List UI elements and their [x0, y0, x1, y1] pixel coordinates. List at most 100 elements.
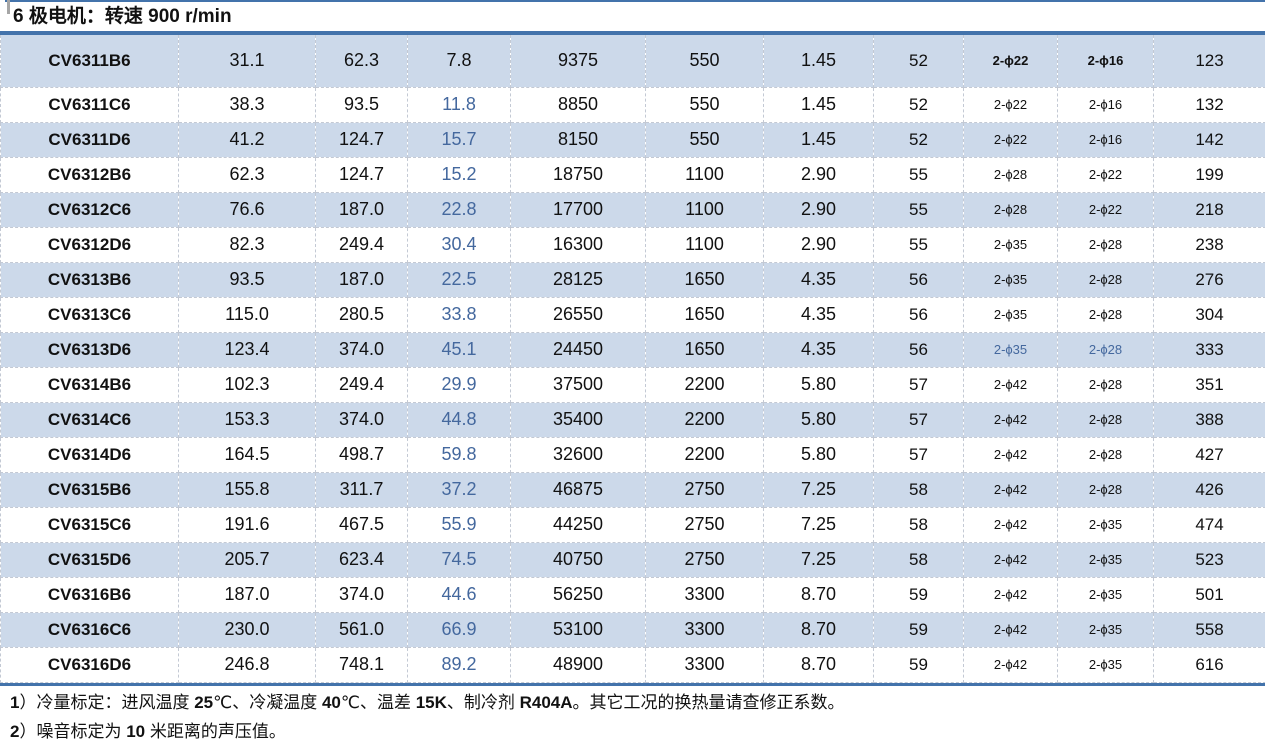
value-cell: 2-ϕ42 [963, 647, 1058, 683]
value-cell: 5.80 [763, 367, 874, 403]
value-cell: 74.5 [407, 542, 511, 578]
value-cell: 52 [873, 87, 964, 123]
value-cell: 748.1 [315, 647, 408, 683]
table-row: CV6315B6 155.8 311.7 37.2 46875 2750 7.25 58 2-ϕ… [0, 472, 1265, 508]
value-cell: 58 [873, 472, 964, 508]
value-cell: 2-ϕ42 [963, 507, 1058, 543]
value-cell: 3300 [645, 612, 764, 648]
value-cell: 5.80 [763, 437, 874, 473]
value-cell: 142 [1153, 122, 1265, 158]
table-body: CV6311B6 31.1 62.3 7.8 9375 550 1.45 52 2-ϕ22 2-ϕ… [0, 35, 1265, 683]
value-cell: 31.1 [178, 35, 316, 88]
value-cell: 115.0 [178, 297, 316, 333]
section-title-row: 6 极电机：转速 900 r/min [0, 2, 1265, 31]
value-cell: 56 [873, 297, 964, 333]
value-cell: 28125 [510, 262, 646, 298]
value-cell: 333 [1153, 332, 1265, 368]
value-cell: 187.0 [178, 577, 316, 613]
value-cell: 45.1 [407, 332, 511, 368]
model-cell: CV6315D6 [0, 542, 179, 578]
value-cell: 205.7 [178, 542, 316, 578]
value-cell: 2-ϕ42 [963, 472, 1058, 508]
value-cell: 56 [873, 262, 964, 298]
value-cell: 40750 [510, 542, 646, 578]
model-cell: CV6314C6 [0, 402, 179, 438]
value-cell: 53100 [510, 612, 646, 648]
value-cell: 8.70 [763, 612, 874, 648]
table-row: CV6313B6 93.5 187.0 22.5 28125 1650 4.35 56 2-ϕ3… [0, 262, 1265, 298]
value-cell: 2-ϕ16 [1057, 122, 1154, 158]
model-cell: CV6316D6 [0, 647, 179, 683]
value-cell: 1100 [645, 227, 764, 263]
value-cell: 374.0 [315, 577, 408, 613]
value-cell: 2-ϕ42 [963, 577, 1058, 613]
table-row: CV6311C6 38.3 93.5 11.8 8850 550 1.45 52 2-ϕ22 2-… [0, 87, 1265, 123]
value-cell: 187.0 [315, 262, 408, 298]
value-cell: 2750 [645, 507, 764, 543]
value-cell: 550 [645, 35, 764, 88]
value-cell: 52 [873, 35, 964, 88]
value-cell: 62.3 [315, 35, 408, 88]
value-cell: 2-ϕ28 [963, 192, 1058, 228]
value-cell: 238 [1153, 227, 1265, 263]
model-cell: CV6316B6 [0, 577, 179, 613]
value-cell: 48900 [510, 647, 646, 683]
value-cell: 93.5 [315, 87, 408, 123]
value-cell: 467.5 [315, 507, 408, 543]
value-cell: 474 [1153, 507, 1265, 543]
value-cell: 1650 [645, 262, 764, 298]
value-cell: 2-ϕ22 [1057, 192, 1154, 228]
value-cell: 124.7 [315, 122, 408, 158]
value-cell: 17700 [510, 192, 646, 228]
value-cell: 550 [645, 87, 764, 123]
value-cell: 56250 [510, 577, 646, 613]
value-cell: 2-ϕ42 [963, 402, 1058, 438]
value-cell: 374.0 [315, 402, 408, 438]
spec-table: CV6311B6 31.1 62.3 7.8 9375 550 1.45 52 2-ϕ22 2-ϕ… [0, 35, 1265, 683]
model-cell: CV6311B6 [0, 35, 179, 88]
page-break-marker [7, 0, 10, 14]
value-cell: 187.0 [315, 192, 408, 228]
footnotes: 1）冷量标定：进风温度 25℃、冷凝温度 40℃、温差 15K、制冷剂 R404… [0, 686, 1265, 746]
model-cell: CV6314B6 [0, 367, 179, 403]
value-cell: 2-ϕ35 [1057, 577, 1154, 613]
value-cell: 351 [1153, 367, 1265, 403]
value-cell: 55 [873, 192, 964, 228]
value-cell: 2-ϕ42 [963, 437, 1058, 473]
model-cell: CV6312C6 [0, 192, 179, 228]
value-cell: 58 [873, 542, 964, 578]
value-cell: 218 [1153, 192, 1265, 228]
value-cell: 16300 [510, 227, 646, 263]
value-cell: 132 [1153, 87, 1265, 123]
value-cell: 123 [1153, 35, 1265, 88]
value-cell: 1650 [645, 297, 764, 333]
value-cell: 2-ϕ22 [963, 87, 1058, 123]
value-cell: 280.5 [315, 297, 408, 333]
value-cell: 22.5 [407, 262, 511, 298]
value-cell: 89.2 [407, 647, 511, 683]
value-cell: 11.8 [407, 87, 511, 123]
value-cell: 2-ϕ35 [1057, 542, 1154, 578]
value-cell: 8.70 [763, 577, 874, 613]
value-cell: 32600 [510, 437, 646, 473]
value-cell: 55 [873, 227, 964, 263]
value-cell: 616 [1153, 647, 1265, 683]
value-cell: 2-ϕ28 [1057, 402, 1154, 438]
value-cell: 8850 [510, 87, 646, 123]
value-cell: 123.4 [178, 332, 316, 368]
value-cell: 5.80 [763, 402, 874, 438]
value-cell: 4.35 [763, 297, 874, 333]
value-cell: 2-ϕ22 [1057, 157, 1154, 193]
model-cell: CV6312D6 [0, 227, 179, 263]
value-cell: 2200 [645, 367, 764, 403]
value-cell: 59 [873, 577, 964, 613]
value-cell: 2-ϕ35 [963, 297, 1058, 333]
value-cell: 3300 [645, 647, 764, 683]
table-row: CV6314C6 153.3 374.0 44.8 35400 2200 5.80 57 2-ϕ… [0, 402, 1265, 438]
value-cell: 1.45 [763, 87, 874, 123]
value-cell: 57 [873, 367, 964, 403]
value-cell: 501 [1153, 577, 1265, 613]
value-cell: 2.90 [763, 192, 874, 228]
value-cell: 2200 [645, 437, 764, 473]
value-cell: 276 [1153, 262, 1265, 298]
